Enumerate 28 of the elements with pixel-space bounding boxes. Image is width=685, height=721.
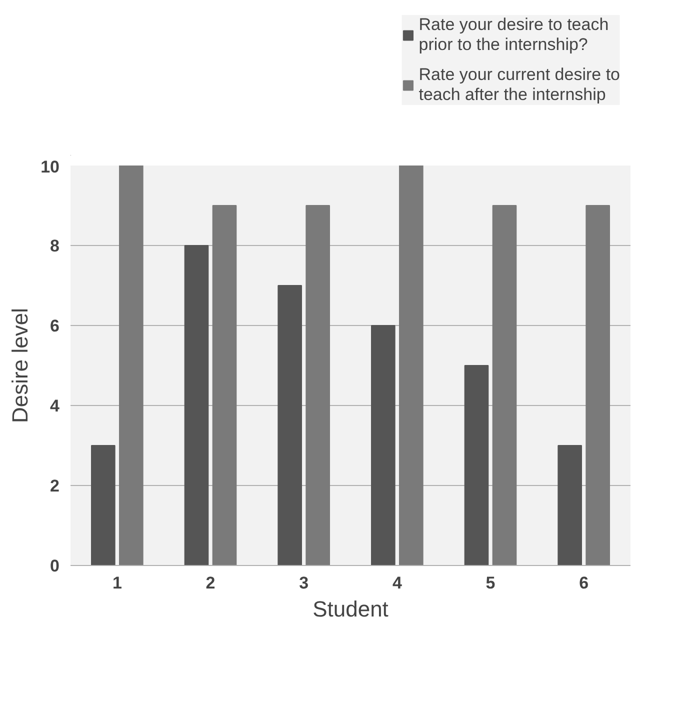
x-tick-label: 6 (579, 574, 589, 592)
bar (492, 205, 517, 566)
bar (119, 166, 144, 566)
x-tick-label: 4 (392, 574, 402, 592)
bar (586, 205, 610, 566)
bar (399, 166, 424, 566)
y-tick-label: 4 (50, 396, 60, 416)
bar (306, 205, 330, 566)
y-tick-label: 0 (50, 556, 60, 576)
x-axis-title: Student (312, 596, 388, 622)
y-tick-label: 2 (50, 476, 60, 496)
x-tick-label: 2 (206, 574, 216, 592)
y-tick-label: 8 (50, 236, 60, 256)
legend-label: Rate your desire to teach prior to the internship? (418, 15, 609, 55)
bar (558, 445, 582, 566)
x-tick-label: 5 (486, 574, 496, 592)
y-axis-title: Desire level (8, 308, 33, 423)
bar (184, 245, 209, 566)
x-tick-label: 1 (112, 574, 122, 592)
bar (278, 285, 302, 566)
bar (464, 365, 489, 566)
y-tick-label: 10 (40, 158, 60, 176)
bar (91, 445, 116, 566)
legend-label: Rate your current desire to teach after the internship (418, 65, 620, 105)
x-tick-label: 3 (299, 574, 309, 592)
bar (371, 325, 396, 566)
bar (212, 205, 237, 566)
y-tick-label: 6 (50, 316, 60, 336)
